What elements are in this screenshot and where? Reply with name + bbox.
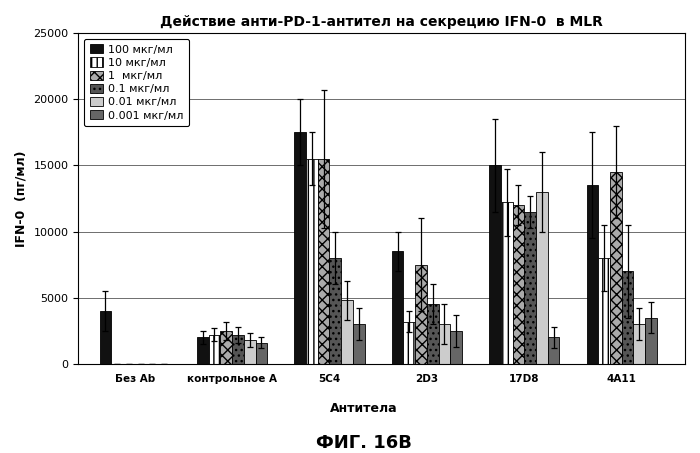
Bar <box>232 335 244 364</box>
Bar <box>306 159 318 364</box>
Bar <box>610 172 622 364</box>
Bar <box>99 311 111 364</box>
Text: ФИГ. 16B: ФИГ. 16B <box>316 434 412 453</box>
Bar <box>512 205 524 364</box>
Bar <box>427 304 439 364</box>
Title: Действие анти-PD-1-антител на секрецию IFN-0  в MLR: Действие анти-PD-1-антител на секрецию I… <box>160 15 603 29</box>
Bar <box>318 159 330 364</box>
Bar <box>439 324 450 364</box>
Y-axis label: IFN-0  (пг/мл): IFN-0 (пг/мл) <box>15 150 28 247</box>
Bar <box>598 258 610 364</box>
Bar <box>587 185 598 364</box>
Text: Антитела: Антитела <box>330 402 398 415</box>
Legend: 100 мкг/мл, 10 мкг/мл, 1  мкг/мл, 0.1 мкг/мл, 0.01 мкг/мл, 0.001 мкг/мл: 100 мкг/мл, 10 мкг/мл, 1 мкг/мл, 0.1 мкг… <box>84 39 189 126</box>
Bar <box>244 340 256 364</box>
Bar <box>220 331 232 364</box>
Bar <box>341 300 353 364</box>
Bar <box>524 212 536 364</box>
Bar <box>330 258 341 364</box>
Bar <box>415 265 427 364</box>
Bar <box>197 337 209 364</box>
Bar <box>450 331 462 364</box>
Bar <box>622 271 634 364</box>
Bar <box>392 251 403 364</box>
Bar <box>209 335 220 364</box>
Bar <box>353 324 365 364</box>
Bar <box>489 165 500 364</box>
Bar <box>256 343 267 364</box>
Bar <box>294 132 306 364</box>
Bar <box>634 324 645 364</box>
Bar <box>547 337 559 364</box>
Bar <box>536 192 547 364</box>
Bar <box>403 322 415 364</box>
Bar <box>500 202 512 364</box>
Bar <box>645 318 657 364</box>
